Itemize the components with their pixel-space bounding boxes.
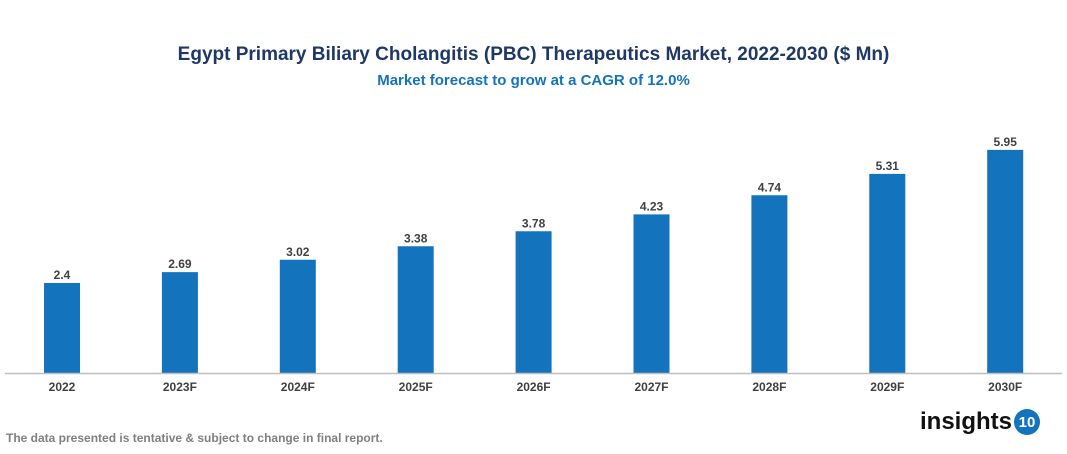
data-label: 3.78 bbox=[522, 216, 546, 230]
data-label: 4.23 bbox=[640, 199, 664, 213]
bar bbox=[279, 259, 316, 373]
data-label: 2.4 bbox=[54, 268, 71, 282]
data-label: 5.31 bbox=[876, 159, 900, 173]
data-label: 2.69 bbox=[168, 257, 192, 271]
bar bbox=[515, 231, 552, 373]
bar bbox=[633, 214, 670, 373]
data-label: 3.38 bbox=[404, 231, 428, 245]
chart-title: Egypt Primary Biliary Cholangitis (PBC) … bbox=[177, 44, 890, 65]
data-label: 4.74 bbox=[758, 180, 782, 194]
bar bbox=[44, 283, 80, 373]
x-tick-label: 2025F bbox=[399, 380, 433, 394]
bar bbox=[751, 195, 788, 373]
x-tick-label: 2022 bbox=[49, 380, 76, 394]
bar bbox=[161, 272, 198, 373]
chart-subtitle: Market forecast to grow at a CAGR of 12.… bbox=[377, 72, 690, 89]
x-tick-label: 2026F bbox=[517, 380, 551, 394]
x-tick-label: 2027F bbox=[634, 380, 668, 394]
x-tick-label: 2023F bbox=[163, 380, 197, 394]
insights10-logo: insights 10 bbox=[920, 408, 1041, 436]
bar bbox=[397, 246, 434, 373]
x-tick-label: 2028F bbox=[752, 380, 786, 394]
disclaimer-note: The data presented is tentative & subjec… bbox=[6, 431, 383, 445]
logo-text: insights bbox=[920, 408, 1013, 435]
x-tick-label: 2030F bbox=[988, 380, 1022, 394]
bar bbox=[869, 173, 906, 373]
x-tick-label: 2029F bbox=[870, 380, 904, 394]
bar bbox=[987, 149, 1024, 373]
data-label: 5.95 bbox=[994, 135, 1018, 149]
x-tick-label: 2024F bbox=[281, 380, 315, 394]
logo-number: 10 bbox=[1014, 409, 1041, 435]
data-label: 3.02 bbox=[286, 245, 310, 259]
